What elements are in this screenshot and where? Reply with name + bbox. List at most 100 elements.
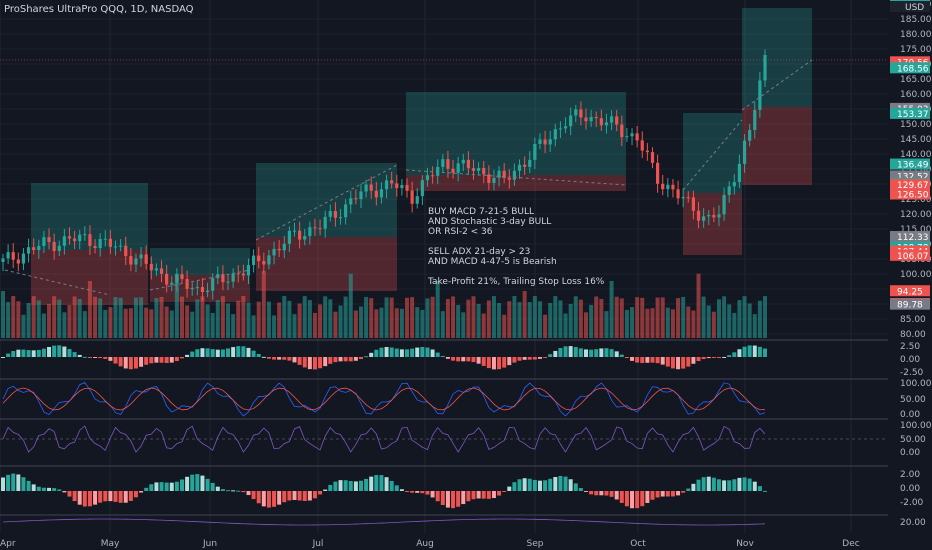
volume-bar	[133, 297, 138, 338]
macd2-histogram-bar	[512, 482, 517, 491]
macd2-histogram-bar	[686, 488, 691, 491]
macd2-histogram-bar	[635, 491, 640, 509]
rsi-tick: 50.00	[900, 435, 926, 445]
macd2-histogram-bar	[640, 491, 645, 507]
macd-histogram-bar	[435, 352, 440, 357]
volume-bar	[701, 296, 706, 338]
candle-body	[384, 180, 389, 190]
macd-histogram-bar	[727, 355, 732, 357]
macd2-histogram-bar	[655, 491, 660, 498]
time-label: Aug	[416, 539, 434, 549]
macd2-histogram-bar	[133, 491, 138, 498]
macd-histogram-bar	[665, 357, 670, 367]
macd2-histogram-bar	[333, 481, 338, 491]
candle-body	[323, 216, 327, 229]
macd2-histogram-bar	[681, 491, 686, 493]
profit-zone	[683, 113, 742, 193]
candle-body	[497, 170, 501, 178]
volume-bar	[630, 307, 635, 338]
volume-bar	[333, 311, 338, 338]
macd2-histogram-bar	[369, 476, 374, 491]
macd-histogram-bar	[358, 357, 363, 360]
macd2-histogram-bar	[752, 481, 757, 491]
volume-bar	[481, 313, 486, 338]
stoch-tick: 0.00	[900, 410, 920, 420]
macd-histogram-bar	[630, 357, 635, 361]
volume-bar	[640, 297, 645, 338]
macd-histogram-bar	[236, 346, 241, 357]
macd-histogram-bar	[272, 357, 277, 360]
macd-histogram-bar	[410, 348, 415, 357]
candle-body	[492, 177, 496, 183]
macd-histogram-bar	[399, 349, 404, 357]
volume-bar	[41, 313, 46, 338]
macd-histogram-bar	[752, 345, 757, 357]
macd2-histogram-bar	[338, 480, 343, 491]
candle-body	[200, 287, 205, 293]
macd-histogram-bar	[440, 355, 445, 357]
macd2-histogram-bar	[72, 491, 77, 502]
volume-bar	[236, 300, 241, 338]
macd2-histogram-bar	[410, 491, 415, 493]
macd-histogram-bar	[67, 349, 72, 357]
macd2-histogram-bar	[195, 474, 200, 491]
macd-histogram-bar	[553, 350, 558, 357]
price-tag-label: 136.49	[897, 161, 929, 171]
price-tag	[890, 107, 930, 119]
macd-histogram-bar	[655, 357, 660, 364]
price-tag	[890, 178, 930, 190]
macd2-histogram-bar	[358, 480, 363, 491]
volume-bar	[36, 300, 41, 338]
macd-histogram-bar	[297, 357, 302, 365]
volume-bar	[491, 296, 496, 338]
time-axis[interactable]: Apr May Jun Jul Aug Sep Oct Nov Dec	[0, 533, 888, 550]
volume-bar	[502, 314, 507, 338]
macd2-histogram-bar	[522, 478, 527, 491]
currency-badge	[890, 1, 930, 12]
volume-bar	[522, 290, 527, 338]
candle-body	[170, 282, 174, 285]
volume-bar	[589, 304, 594, 338]
candle-body	[702, 216, 706, 221]
candle-body	[609, 116, 614, 123]
macd-histogram-bar	[282, 357, 287, 360]
volume-bar	[757, 300, 762, 338]
price-tag	[890, 62, 930, 74]
macd2-histogram-bar	[215, 486, 220, 491]
candle-body	[308, 227, 312, 237]
macd2-histogram-bar	[517, 479, 522, 491]
volume-bar	[292, 314, 297, 338]
macd-histogram-bar	[614, 351, 619, 357]
macd2-histogram-bar	[716, 479, 721, 491]
volume-bar	[650, 308, 655, 338]
volume-bar	[338, 305, 343, 338]
candle-body	[16, 259, 20, 264]
adx-line	[2, 518, 766, 526]
volume-bar	[159, 296, 164, 338]
macd2-histogram-bar	[466, 491, 471, 502]
volume-bar	[558, 300, 563, 338]
macd-histogram-bar	[676, 357, 681, 370]
candle-body	[727, 186, 731, 195]
macd2-histogram-bar	[113, 491, 118, 502]
macd2-histogram-bar	[185, 476, 190, 491]
macd-histogram-bar	[599, 348, 604, 357]
macd2-histogram-bar	[231, 490, 236, 492]
macd-histogram-bar	[640, 357, 645, 363]
candle-body	[369, 184, 373, 191]
macd-histogram-bar	[568, 346, 573, 357]
candle-body	[211, 278, 215, 291]
trade-zones	[31, 8, 812, 305]
macd2-histogram-bar	[732, 479, 737, 491]
price-axis[interactable]: 190.00185.00180.00175.00170.00165.00160.…	[888, 0, 932, 550]
macd2-histogram-bar	[532, 479, 537, 491]
symbol-title[interactable]: ProShares UltraPro QQQ, 1D, NASDAQ	[4, 4, 194, 15]
macd2-histogram-bar	[251, 491, 256, 500]
trade-line	[255, 164, 398, 241]
volume-bar	[26, 302, 31, 338]
macd2-histogram-bar	[727, 480, 732, 491]
macd-histogram-bar	[251, 350, 256, 357]
candle-body	[241, 273, 245, 276]
candle-body	[272, 248, 276, 256]
